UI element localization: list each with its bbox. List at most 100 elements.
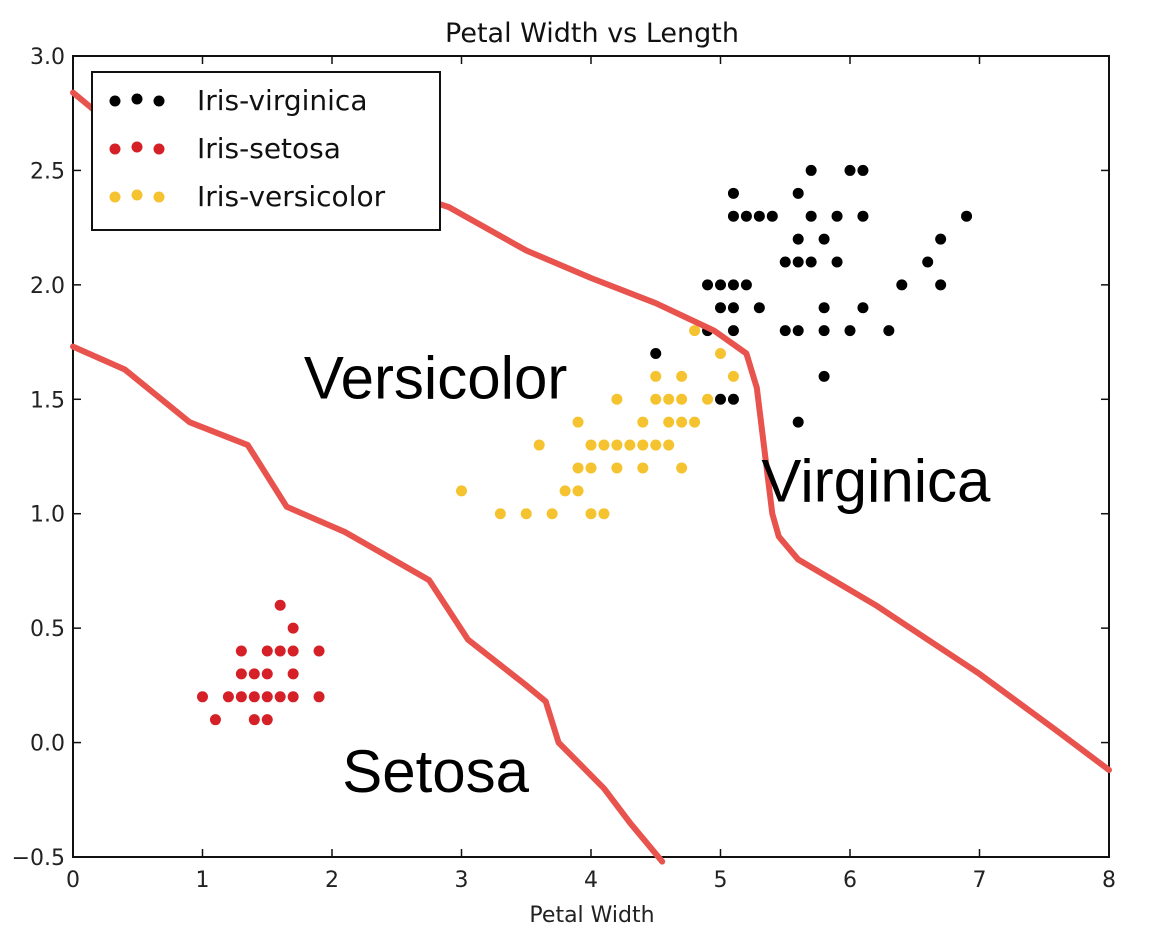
point-setosa [274,599,286,611]
point-versicolor [650,370,662,382]
x-tick-label: 0 [66,868,80,893]
point-virginica [727,279,739,291]
point-versicolor [572,485,584,497]
y-axis: −0.5 0.0 0.5 1.0 1.5 2.0 2.5 3.0 [12,45,1109,871]
point-virginica [805,164,817,176]
point-versicolor [585,439,597,451]
point-versicolor [572,416,584,428]
point-virginica [818,325,830,337]
legend-marker-virginica [131,93,143,105]
data-points [197,164,973,726]
legend-marker-setosa [131,141,143,153]
point-versicolor [494,508,506,520]
point-versicolor [715,348,726,360]
point-virginica [740,279,752,291]
y-tick-label: 3.0 [30,45,65,70]
point-versicolor [637,416,649,428]
point-versicolor [676,393,688,405]
x-axis: 0 1 2 3 4 5 6 7 8 [66,56,1116,893]
point-versicolor [689,325,701,337]
point-virginica [805,256,817,268]
y-tick-label: 0.0 [30,732,65,757]
point-versicolor [637,462,649,474]
chart-title: Petal Width vs Length [445,18,739,49]
point-setosa [287,645,299,657]
x-tick-label: 1 [196,868,210,893]
point-versicolor [546,508,558,520]
point-virginica [766,210,778,222]
legend-marker-setosa [109,143,121,155]
point-virginica [922,256,934,268]
point-virginica [753,210,765,222]
x-axis-label: Petal Width [529,903,654,928]
point-versicolor [637,439,649,451]
point-virginica [883,325,895,337]
point-setosa [248,714,260,726]
region-label-setosa: Setosa [342,738,529,805]
point-versicolor [676,370,688,382]
point-setosa [313,691,325,703]
point-virginica [727,210,739,222]
point-virginica [727,325,739,337]
legend-marker-setosa [153,143,165,155]
point-versicolor [456,485,467,497]
point-virginica [896,279,908,291]
point-versicolor [559,485,571,497]
point-virginica [779,325,791,337]
point-setosa [261,645,273,657]
point-setosa [248,668,260,680]
point-versicolor [624,439,636,451]
point-setosa [248,691,260,703]
point-virginica [857,302,869,314]
point-virginica [831,256,843,268]
point-versicolor [533,439,545,451]
point-versicolor [702,393,714,405]
y-tick-label: −0.5 [12,846,65,871]
legend: Iris-virginica Iris-setosa Iris-versicol… [91,71,441,231]
y-tick-label: 1.0 [30,503,65,528]
point-virginica [740,210,752,222]
point-versicolor [611,439,623,451]
x-tick-label: 3 [455,868,469,893]
point-versicolor [585,462,597,474]
y-tick-label: 2.5 [30,159,65,184]
x-tick-label: 4 [584,868,598,893]
point-virginica [715,393,726,405]
legend-marker-versicolor [131,189,143,201]
point-setosa [235,668,247,680]
point-virginica [818,302,830,314]
point-virginica [935,279,947,291]
point-setosa [313,645,325,657]
point-versicolor [676,462,688,474]
legend-label-setosa: Iris-setosa [197,132,341,165]
point-virginica [753,302,765,314]
point-virginica [650,348,662,360]
x-tick-label: 5 [714,868,728,893]
point-setosa [274,691,286,703]
point-virginica [818,370,830,382]
point-virginica [727,302,739,314]
point-versicolor [663,439,675,451]
point-versicolor [572,462,584,474]
point-setosa [287,691,299,703]
point-virginica [727,187,739,199]
point-virginica [779,256,791,268]
y-tick-label: 1.5 [30,388,65,413]
legend-box [91,71,441,231]
point-virginica [792,187,804,199]
point-versicolor [598,439,610,451]
point-virginica [857,164,869,176]
point-virginica [857,210,869,222]
legend-marker-versicolor [153,191,165,203]
point-versicolor [676,416,688,428]
boundary-line-1 [70,343,666,865]
point-versicolor [520,508,532,520]
region-labels: Versicolor Virginica Setosa [304,344,991,805]
legend-label-versicolor: Iris-versicolor [197,180,386,213]
point-setosa [261,714,273,726]
point-virginica [805,210,817,222]
point-versicolor [650,439,662,451]
point-versicolor [611,393,623,405]
point-virginica [727,393,739,405]
